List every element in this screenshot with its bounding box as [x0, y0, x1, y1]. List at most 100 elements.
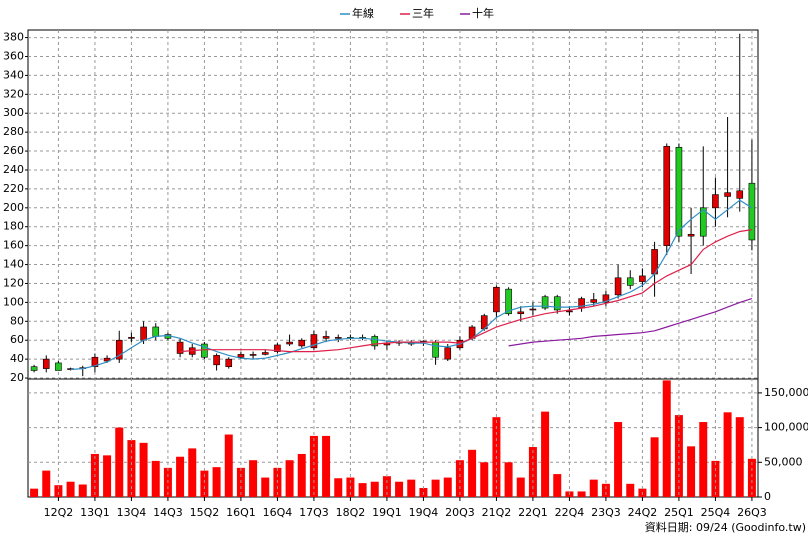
y-tick-label: 220 — [3, 182, 24, 195]
volume-bar — [176, 456, 185, 497]
y-tick-label: 20 — [10, 371, 24, 384]
volume-bar — [30, 488, 39, 497]
legend-label: 十年 — [472, 6, 494, 20]
volume-bar — [407, 479, 416, 497]
candle-body — [614, 277, 622, 296]
volume-bar — [212, 467, 221, 497]
candle-body — [699, 207, 707, 237]
candle-body — [140, 326, 147, 341]
candle-body — [712, 194, 719, 209]
y-tick-label: 280 — [3, 125, 24, 138]
x-tick-label: 22Q1 — [518, 506, 548, 519]
y-tick-label: 240 — [3, 163, 24, 176]
volume-bar — [687, 446, 696, 497]
volume-bar — [224, 434, 233, 497]
volume-bar — [200, 470, 209, 497]
candle-body — [566, 310, 573, 313]
candle-body — [152, 326, 160, 337]
y-tick-label: 320 — [3, 87, 24, 100]
candle-body — [225, 358, 233, 368]
candle-body — [529, 308, 537, 311]
candle-body — [176, 341, 184, 354]
candle-body — [103, 357, 111, 362]
volume-bar — [614, 422, 623, 497]
candle-body — [602, 294, 610, 303]
legend-label: 年線 — [352, 6, 374, 20]
volume-bar — [601, 483, 610, 497]
y-tick-label: 100,000 — [764, 421, 808, 434]
candle-body — [736, 190, 744, 199]
volume-bar — [626, 483, 635, 497]
candle-body — [432, 341, 439, 358]
volume-bar — [480, 462, 489, 497]
y-tick-label: 140 — [3, 258, 24, 271]
y-tick-label: 340 — [3, 68, 24, 81]
volume-bar — [541, 411, 550, 497]
candle-body — [371, 336, 379, 347]
x-tick-label: 16Q4 — [263, 506, 293, 519]
x-tick-label: 19Q1 — [372, 506, 402, 519]
candle-body — [505, 288, 512, 315]
candle-body — [724, 192, 731, 197]
volume-bar — [54, 485, 63, 497]
candle-body — [91, 356, 99, 368]
volume-bar — [249, 460, 258, 497]
y-tick-label: 60 — [10, 333, 24, 346]
volume-bar — [723, 412, 732, 497]
y-tick-label: 260 — [3, 144, 24, 157]
candle-body — [274, 344, 281, 352]
volume-bar — [455, 460, 464, 497]
y-tick-label: 50,000 — [764, 455, 803, 468]
y-tick-label: 0 — [764, 490, 771, 503]
candle-body — [639, 275, 646, 282]
volume-bar — [370, 481, 379, 497]
candle-body — [541, 296, 549, 309]
candle-body — [322, 336, 330, 339]
candle-body — [675, 146, 683, 237]
candle-body — [249, 354, 257, 356]
candle-body — [626, 277, 634, 286]
x-tick-label: 17Q3 — [299, 506, 329, 519]
y-tick-label: 120 — [3, 276, 24, 289]
candle-body — [201, 343, 208, 358]
candle-body — [748, 182, 756, 241]
volume-bar — [699, 422, 708, 497]
x-tick-label: 23Q3 — [591, 506, 621, 519]
y-tick-label: 200 — [3, 201, 24, 214]
candle-body — [517, 311, 525, 315]
x-tick-label: 21Q2 — [482, 506, 512, 519]
y-tick-label: 380 — [3, 31, 24, 44]
x-tick-label: 26Q3 — [737, 506, 767, 519]
volume-bar — [395, 481, 404, 497]
x-tick-label: 25Q1 — [664, 506, 694, 519]
volume-bar — [334, 478, 343, 497]
x-tick-label: 25Q4 — [701, 506, 731, 519]
volume-bar — [139, 442, 148, 497]
x-tick-label: 18Q2 — [336, 506, 366, 519]
candle-body — [298, 339, 306, 347]
y-tick-label: 100 — [3, 295, 24, 308]
volume-bar — [66, 481, 75, 497]
candle-body — [128, 337, 135, 339]
x-tick-label: 15Q2 — [190, 506, 220, 519]
candle-body — [493, 286, 500, 313]
candle-body — [310, 334, 318, 349]
y-tick-label: 160 — [3, 239, 24, 252]
volume-bar — [747, 458, 756, 497]
candle-body — [261, 352, 269, 355]
y-tick-label: 150,000 — [764, 386, 808, 399]
candle-body — [42, 358, 50, 369]
volume-bar — [577, 491, 586, 497]
volume-bar — [589, 479, 598, 497]
x-tick-label: 22Q4 — [555, 506, 585, 519]
x-tick-label: 13Q1 — [80, 506, 110, 519]
volume-bar — [358, 483, 367, 497]
y-tick-label: 300 — [3, 106, 24, 119]
ma-line — [70, 199, 753, 371]
volume-bar — [42, 470, 51, 497]
y-tick-label: 40 — [10, 352, 24, 365]
volume-bar — [188, 448, 197, 497]
candle-body — [590, 299, 598, 303]
volume-bar — [322, 435, 331, 497]
